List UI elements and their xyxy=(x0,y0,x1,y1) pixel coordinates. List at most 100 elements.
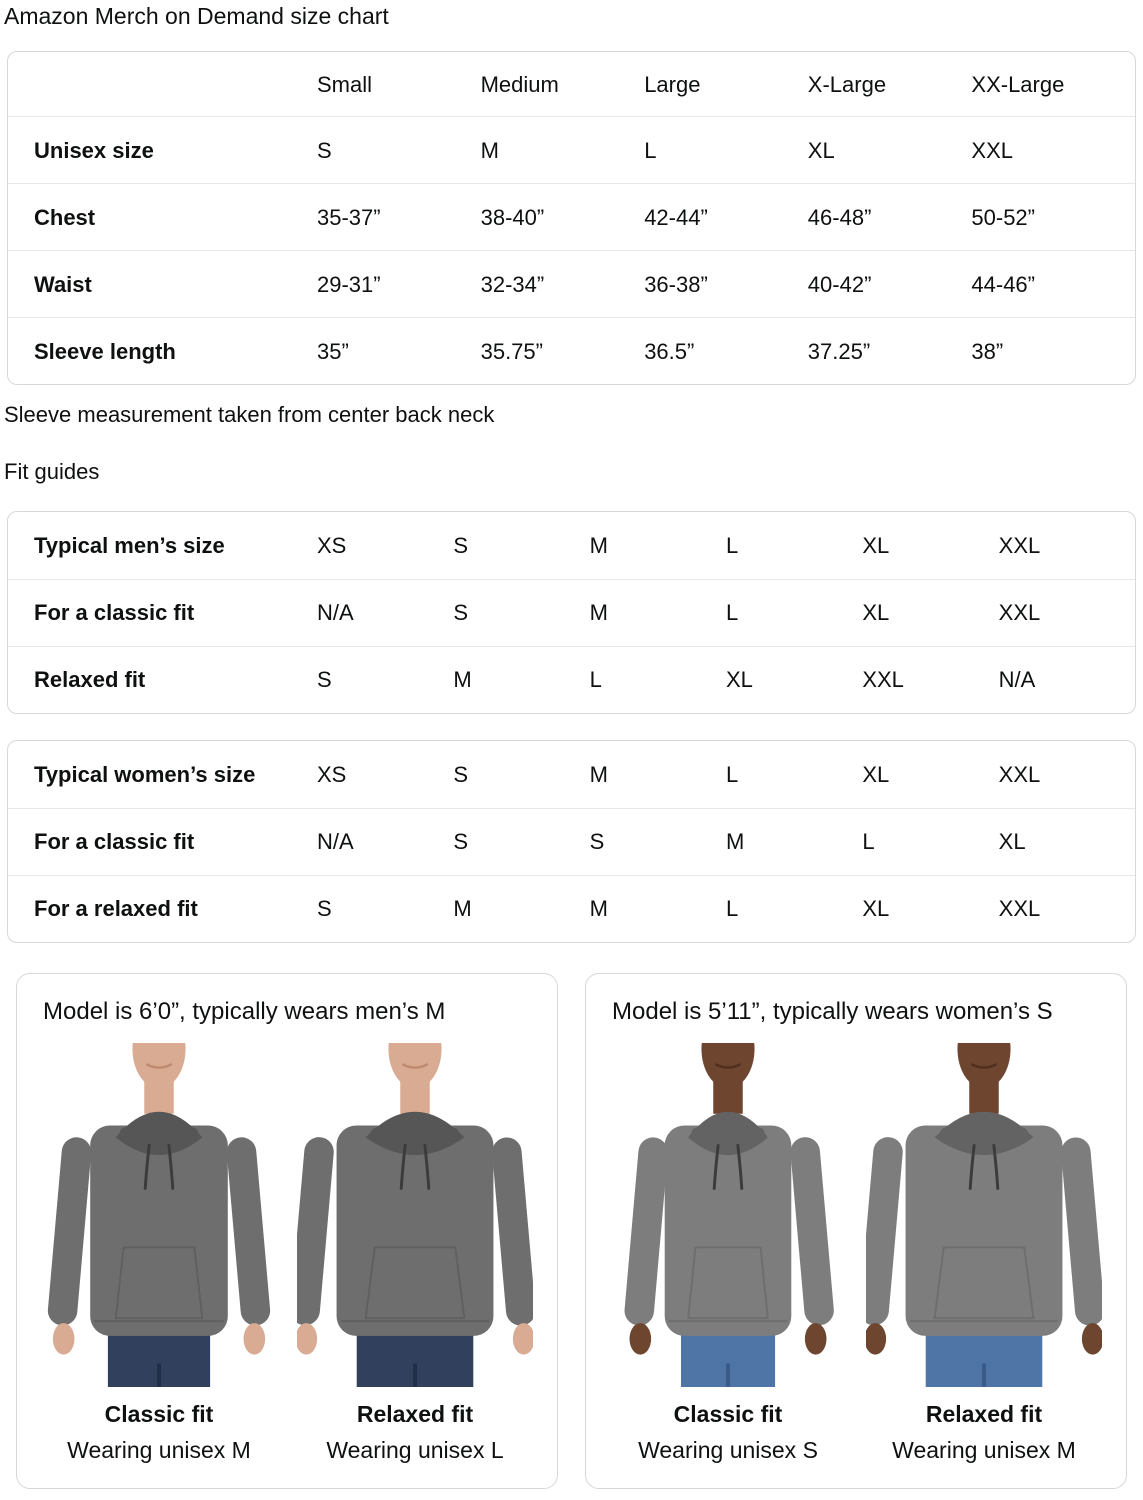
fit-cell: M xyxy=(589,896,608,922)
fit-cell: M xyxy=(589,761,608,787)
model-photo-men-classic xyxy=(41,1043,277,1388)
fit-cell: XXL xyxy=(998,761,1041,787)
model-figures: Classic fit Wearing unisex S Relaxed fit… xyxy=(594,1043,1118,1464)
fit-cell: L xyxy=(725,896,739,922)
size-cell: S xyxy=(317,137,332,163)
mens-fit-table: Typical men’s size XS S M L XL XXL For a… xyxy=(7,511,1136,715)
figure-caption: Relaxed fit Wearing unisex M xyxy=(864,1401,1104,1464)
table-row-relaxed-fit: Relaxed fit S M L XL XXL N/A xyxy=(8,646,1135,713)
fit-cell: N/A xyxy=(317,600,354,626)
row-label: Chest xyxy=(34,204,96,230)
table-row-mens-classic-fit: For a classic fit N/A S M L XL XXL xyxy=(8,579,1135,646)
row-label: Unisex size xyxy=(34,137,154,163)
mens-model-card: Model is 6’0”, typically wears men’s M C… xyxy=(16,973,558,1490)
fit-guides-heading: Fit guides xyxy=(4,458,100,484)
row-label: Waist xyxy=(34,271,92,297)
size-cell: 36-38” xyxy=(644,271,708,297)
size-cell: 38” xyxy=(971,338,1004,364)
table-row-waist: Waist 29-31” 32-34” 36-38” 40-42” 44-46” xyxy=(8,250,1135,317)
size-table: Small Medium Large X-Large XX-Large Unis… xyxy=(7,51,1136,386)
fit-cell: M xyxy=(453,896,472,922)
table-row-womens-relaxed-fit: For a relaxed fit S M M L XL XXL xyxy=(8,875,1135,942)
fit-cell: L xyxy=(589,667,602,693)
size-cell: 35-37” xyxy=(317,204,381,230)
wearing-label: Wearing unisex L xyxy=(326,1436,504,1463)
table-row-chest: Chest 35-37” 38-40” 42-44” 46-48” 50-52” xyxy=(8,183,1135,250)
fit-cell: M xyxy=(589,600,608,626)
size-cell: 40-42” xyxy=(807,271,872,297)
table-row-unisex-size: Unisex size S M L XL XXL xyxy=(8,116,1135,183)
row-label: For a classic fit xyxy=(34,600,195,626)
size-cell: 44-46” xyxy=(971,271,1035,297)
size-cell: 32-34” xyxy=(480,271,545,297)
size-cell: 36.5” xyxy=(644,338,695,364)
size-cell: 37.25” xyxy=(807,338,871,364)
fit-cell: XL xyxy=(862,600,890,626)
fit-cell: XL xyxy=(725,667,753,693)
row-label: Relaxed fit xyxy=(34,667,146,693)
page-title: Amazon Merch on Demand size chart xyxy=(4,3,389,29)
figure-caption: Classic fit Wearing unisex M xyxy=(39,1401,279,1464)
model-figure: Relaxed fit Wearing unisex M xyxy=(864,1043,1104,1464)
size-cell: 35.75” xyxy=(480,338,543,364)
fit-cell: XL xyxy=(862,896,890,922)
figure-caption: Relaxed fit Wearing unisex L xyxy=(295,1401,535,1464)
table-row-typical-womens-size: Typical women’s size XS S M L XL XXL xyxy=(8,741,1135,808)
model-figures: Classic fit Wearing unisex M Relaxed fit… xyxy=(25,1043,549,1464)
row-label: For a classic fit xyxy=(34,829,195,855)
fit-cell: M xyxy=(453,667,472,693)
fit-cell: XXL xyxy=(998,600,1041,626)
fit-cell: S xyxy=(317,667,332,693)
fit-cell: S xyxy=(453,761,469,787)
womens-fit-table: Typical women’s size XS S M L XL XXL For… xyxy=(7,740,1136,944)
fit-cell: XL xyxy=(862,761,890,787)
column-header-medium: Medium xyxy=(480,71,559,97)
card-title: Model is 5’11”, typically wears women’s … xyxy=(612,998,1053,1026)
model-figure: Classic fit Wearing unisex M xyxy=(39,1043,279,1464)
size-cell: 50-52” xyxy=(971,204,1035,230)
fit-cell: XL xyxy=(862,532,890,558)
fit-label: Classic fit xyxy=(673,1401,783,1428)
size-cell: 46-48” xyxy=(807,204,872,230)
size-cell: L xyxy=(644,137,657,163)
size-cell: 29-31” xyxy=(317,271,381,297)
fit-cell: S xyxy=(317,896,332,922)
wearing-label: Wearing unisex M xyxy=(67,1436,251,1463)
wearing-label: Wearing unisex M xyxy=(892,1436,1076,1463)
fit-cell: XXL xyxy=(862,667,904,693)
model-photo-men-relaxed xyxy=(297,1043,533,1388)
fit-cell: M xyxy=(589,532,608,558)
size-cell: 35” xyxy=(317,338,349,364)
fit-label: Classic fit xyxy=(104,1401,214,1428)
size-cell: 38-40” xyxy=(480,204,545,230)
row-label: Typical men’s size xyxy=(34,532,225,558)
fit-cell: S xyxy=(453,600,469,626)
size-cell: 42-44” xyxy=(644,204,708,230)
row-label: Sleeve length xyxy=(34,338,176,364)
fit-cell: XXL xyxy=(998,896,1041,922)
wearing-label: Wearing unisex S xyxy=(638,1436,818,1463)
model-figure: Classic fit Wearing unisex S xyxy=(608,1043,848,1464)
womens-model-card: Model is 5’11”, typically wears women’s … xyxy=(585,973,1127,1490)
fit-cell: L xyxy=(862,829,875,855)
fit-cell: S xyxy=(453,532,469,558)
column-header-small: Small xyxy=(317,71,373,97)
model-photo-women-relaxed xyxy=(866,1043,1102,1388)
size-cell: XXL xyxy=(971,137,1013,163)
fit-cell: L xyxy=(725,532,739,558)
row-label: For a relaxed fit xyxy=(34,896,198,922)
fit-cell: XS xyxy=(317,532,347,558)
table-row-womens-classic-fit: For a classic fit N/A S S M L XL xyxy=(8,808,1135,875)
fit-cell: L xyxy=(725,600,739,626)
fit-label: Relaxed fit xyxy=(356,1401,474,1428)
table-row-typical-mens-size: Typical men’s size XS S M L XL XXL xyxy=(8,512,1135,579)
row-label: Typical women’s size xyxy=(34,761,256,787)
column-header-xxlarge: XX-Large xyxy=(971,71,1065,97)
size-cell: XL xyxy=(807,137,835,163)
fit-cell: XS xyxy=(317,761,347,787)
table-row-sleeve-length: Sleeve length 35” 35.75” 36.5” 37.25” 38… xyxy=(8,317,1135,384)
fit-cell: N/A xyxy=(998,667,1036,693)
fit-cell: S xyxy=(589,829,605,855)
fit-cell: M xyxy=(725,829,745,855)
